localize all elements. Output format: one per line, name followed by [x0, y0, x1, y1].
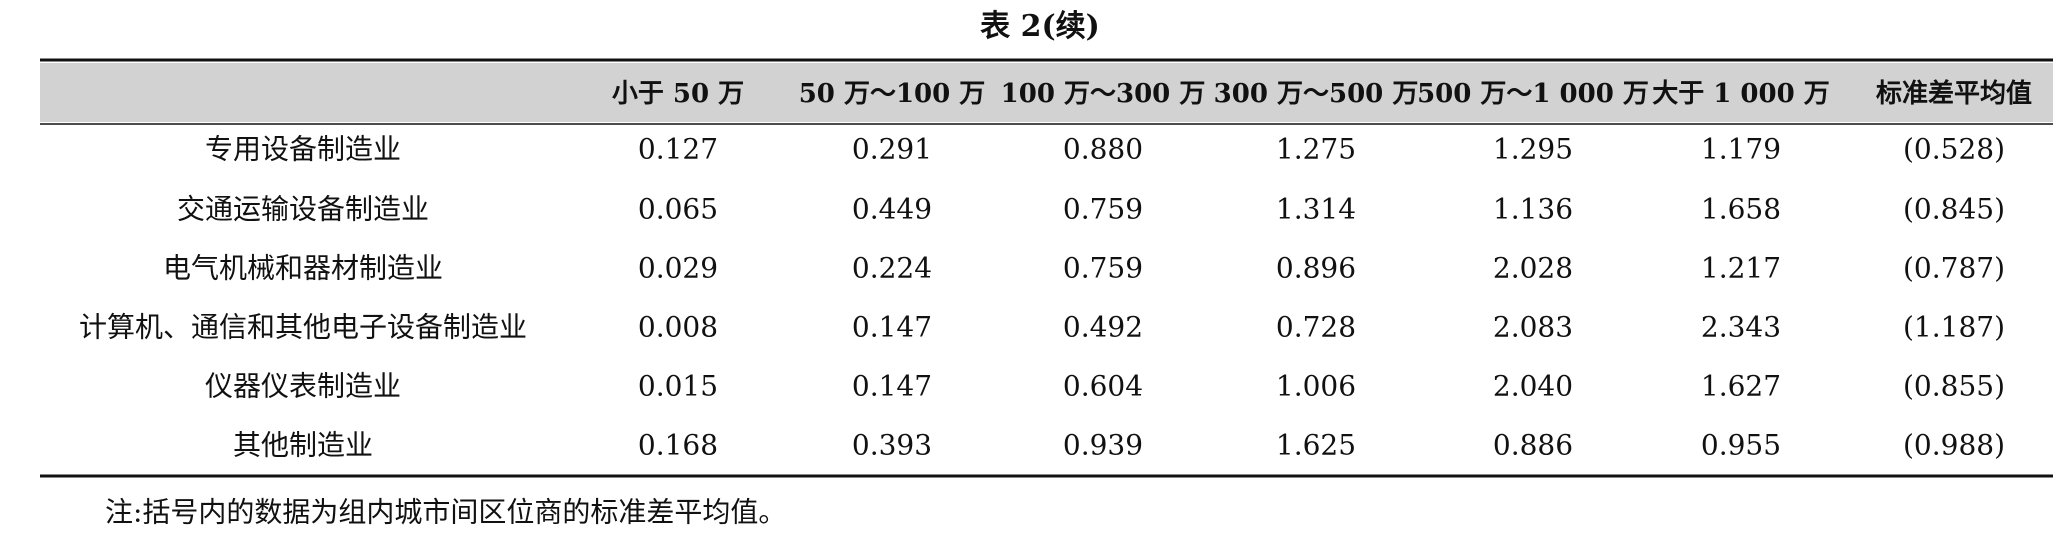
cell-value: (0.787) [1903, 252, 2005, 285]
column-header: 100 万～300 万 [1001, 79, 1206, 109]
cell-value: 0.029 [638, 252, 718, 285]
cell-value: 1.627 [1701, 370, 1781, 403]
cell-value: 0.886 [1493, 429, 1573, 462]
cell-value: 1.136 [1493, 193, 1573, 226]
row-label: 计算机、通信和其他电子设备制造业 [79, 311, 527, 344]
cell-value: (0.528) [1903, 133, 2005, 166]
cell-value: 1.217 [1701, 252, 1781, 285]
row-label: 交通运输设备制造业 [177, 193, 429, 226]
cell-value: (0.845) [1903, 193, 2005, 226]
cell-value: 0.759 [1063, 252, 1143, 285]
cell-value: 2.343 [1701, 311, 1781, 344]
row-label: 专用设备制造业 [205, 133, 401, 166]
cell-value: 0.728 [1276, 311, 1356, 344]
column-header: 500 万～1 000 万 [1417, 79, 1649, 109]
cell-value: 1.275 [1276, 133, 1356, 166]
cell-value: (0.855) [1903, 370, 2005, 403]
cell-value: 1.006 [1276, 370, 1356, 403]
cell-value: 0.127 [638, 133, 718, 166]
cell-value: 0.224 [852, 252, 932, 285]
cell-value: 0.955 [1701, 429, 1781, 462]
cell-value: 0.168 [638, 429, 718, 462]
cell-value: 0.759 [1063, 193, 1143, 226]
cell-value: 1.295 [1493, 133, 1573, 166]
column-header: 300 万～500 万 [1214, 79, 1419, 109]
row-label: 其他制造业 [233, 429, 373, 462]
cell-value: 0.604 [1063, 370, 1143, 403]
cell-value: 1.314 [1276, 193, 1356, 226]
cell-value: 0.008 [638, 311, 718, 344]
cell-value: 1.625 [1276, 429, 1356, 462]
cell-value: 0.492 [1063, 311, 1143, 344]
cell-value: 0.065 [638, 193, 718, 226]
column-header: 大于 1 000 万 [1652, 79, 1830, 109]
cell-value: 0.015 [638, 370, 718, 403]
cell-value: 0.291 [852, 133, 932, 166]
cell-value: 2.028 [1493, 252, 1573, 285]
cell-value: 0.147 [852, 370, 932, 403]
cell-value: (1.187) [1903, 311, 2005, 344]
cell-value: 2.083 [1493, 311, 1573, 344]
cell-value: 0.393 [852, 429, 932, 462]
cell-value: 0.147 [852, 311, 932, 344]
table-note: 注:括号内的数据为组内城市间区位商的标准差平均值。 [105, 496, 786, 529]
cell-value: (0.988) [1903, 429, 2005, 462]
table-title: 表 2(续) [980, 9, 1100, 44]
cell-value: 0.880 [1063, 133, 1143, 166]
cell-value: 0.896 [1276, 252, 1356, 285]
cell-value: 0.939 [1063, 429, 1143, 462]
header-band [40, 63, 2053, 122]
cell-value: 1.658 [1701, 193, 1781, 226]
column-header: 小于 50 万 [612, 79, 744, 109]
row-label: 仪器仪表制造业 [205, 370, 401, 403]
cell-value: 2.040 [1493, 370, 1573, 403]
column-header: 50 万～100 万 [799, 79, 986, 109]
cell-value: 0.449 [852, 193, 932, 226]
cell-value: 1.179 [1701, 133, 1781, 166]
column-header: 标准差平均值 [1876, 78, 2032, 109]
row-label: 电气机械和器材制造业 [163, 252, 443, 285]
